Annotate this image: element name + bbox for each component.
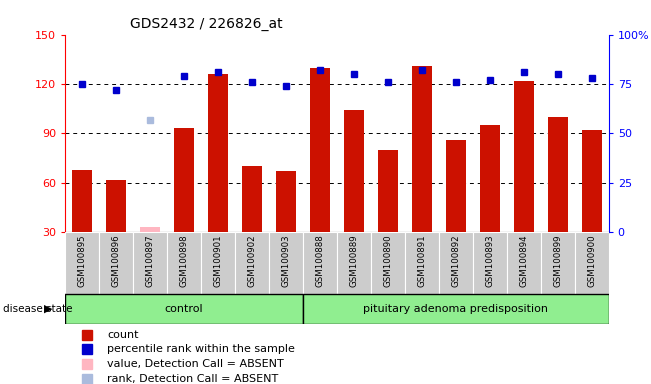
Bar bbox=[378, 150, 398, 232]
Text: GSM100897: GSM100897 bbox=[146, 234, 154, 287]
Text: GSM100901: GSM100901 bbox=[214, 234, 223, 287]
Text: GSM100888: GSM100888 bbox=[315, 234, 324, 287]
Bar bbox=[65, 294, 303, 324]
Bar bbox=[106, 180, 126, 232]
Text: GDS2432 / 226826_at: GDS2432 / 226826_at bbox=[130, 17, 283, 31]
Text: GSM100895: GSM100895 bbox=[77, 234, 87, 287]
Text: count: count bbox=[107, 330, 139, 340]
Text: GSM100892: GSM100892 bbox=[451, 234, 460, 287]
Bar bbox=[303, 232, 337, 294]
Bar bbox=[167, 232, 201, 294]
Text: rank, Detection Call = ABSENT: rank, Detection Call = ABSENT bbox=[107, 374, 279, 384]
Text: GSM100902: GSM100902 bbox=[247, 234, 256, 287]
Text: GSM100900: GSM100900 bbox=[587, 234, 596, 287]
Bar bbox=[541, 232, 575, 294]
Bar bbox=[411, 66, 432, 232]
Text: GSM100896: GSM100896 bbox=[111, 234, 120, 287]
Bar bbox=[174, 129, 194, 232]
Text: pituitary adenoma predisposition: pituitary adenoma predisposition bbox=[363, 304, 548, 314]
Text: GSM100893: GSM100893 bbox=[485, 234, 494, 287]
Bar bbox=[506, 232, 541, 294]
Bar bbox=[337, 232, 371, 294]
Text: percentile rank within the sample: percentile rank within the sample bbox=[107, 344, 295, 354]
Text: control: control bbox=[165, 304, 203, 314]
Bar bbox=[445, 140, 466, 232]
Bar bbox=[310, 68, 330, 232]
Bar bbox=[235, 232, 269, 294]
Bar bbox=[133, 232, 167, 294]
Text: GSM100903: GSM100903 bbox=[281, 234, 290, 287]
Text: GSM100894: GSM100894 bbox=[519, 234, 528, 287]
Text: disease state: disease state bbox=[3, 304, 73, 314]
Text: GSM100889: GSM100889 bbox=[350, 234, 359, 287]
Bar bbox=[65, 232, 99, 294]
Bar bbox=[269, 232, 303, 294]
Bar bbox=[99, 232, 133, 294]
Bar bbox=[439, 232, 473, 294]
Text: ▶: ▶ bbox=[44, 304, 52, 314]
Bar bbox=[514, 81, 534, 232]
Text: GSM100899: GSM100899 bbox=[553, 234, 562, 287]
Bar bbox=[371, 232, 405, 294]
Bar bbox=[201, 232, 235, 294]
Bar bbox=[208, 74, 228, 232]
Bar bbox=[547, 117, 568, 232]
Bar bbox=[473, 232, 506, 294]
Bar bbox=[72, 170, 92, 232]
Bar bbox=[276, 171, 296, 232]
Text: value, Detection Call = ABSENT: value, Detection Call = ABSENT bbox=[107, 359, 284, 369]
Bar bbox=[480, 125, 500, 232]
Bar bbox=[242, 166, 262, 232]
Bar bbox=[581, 130, 602, 232]
Bar bbox=[344, 110, 364, 232]
Text: GSM100891: GSM100891 bbox=[417, 234, 426, 287]
Bar bbox=[140, 227, 160, 232]
Text: GSM100898: GSM100898 bbox=[180, 234, 189, 287]
Bar bbox=[303, 294, 609, 324]
Text: GSM100890: GSM100890 bbox=[383, 234, 393, 287]
Bar bbox=[405, 232, 439, 294]
Bar bbox=[575, 232, 609, 294]
